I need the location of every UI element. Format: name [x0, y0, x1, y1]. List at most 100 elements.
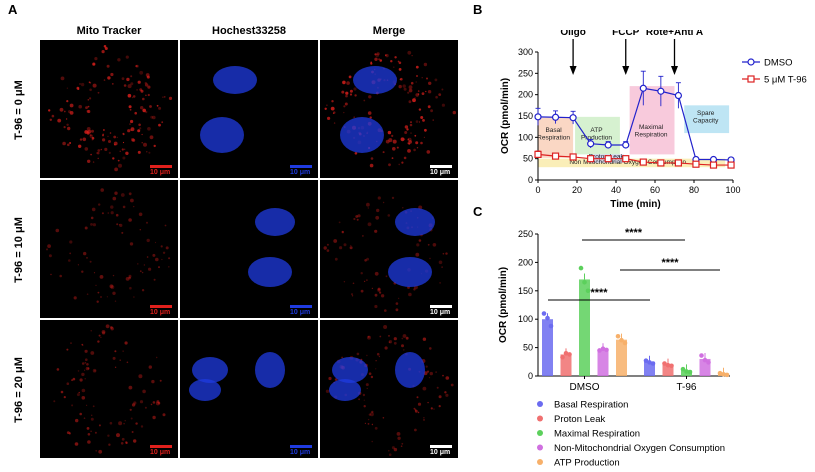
x-tick-label: 0 — [535, 185, 540, 195]
region-label: Maximal Respiration — [635, 124, 668, 139]
nucleus — [248, 257, 292, 287]
data-point — [569, 153, 577, 161]
arrow-head — [569, 66, 577, 75]
legend-label: Maximal Respiration — [554, 429, 640, 440]
region-label: Basal Respiration — [537, 127, 570, 142]
x-tick-label: DMSO — [570, 382, 600, 393]
legend-marker — [747, 75, 755, 83]
row-label-10: T-96 = 10 μM — [13, 217, 25, 283]
scale-bar-line — [150, 305, 172, 308]
micrograph-r2-c2: 10 μm — [320, 320, 458, 458]
legend-label: ATP Production — [554, 458, 620, 469]
nucleus — [353, 66, 397, 94]
data-point — [717, 370, 723, 376]
bar — [579, 279, 590, 376]
data-point — [597, 348, 602, 353]
y-tick-label: 150 — [518, 111, 533, 121]
scale-bar: 10 μm — [430, 165, 452, 176]
data-point — [551, 152, 560, 160]
y-tick-label: 100 — [518, 314, 533, 324]
x-tick-label: 20 — [572, 185, 582, 195]
micrograph-image — [53, 324, 166, 454]
bar — [616, 339, 627, 376]
micrograph-r0-c0: 10 μm — [40, 40, 178, 178]
y-tick-label: 100 — [518, 132, 533, 142]
ocr-bar-chart: 0 50 100 150 200 250 OCR (pmol/min) DMSO T-96 **… — [498, 227, 730, 469]
micrograph-r0-c2: 10 μm — [320, 40, 458, 178]
scale-bar: 10 μm — [150, 445, 172, 456]
data-point — [721, 371, 726, 377]
data-point — [674, 159, 682, 167]
data-point — [687, 369, 693, 375]
data-point — [604, 347, 609, 353]
injection-label: Rote+Anti A — [646, 30, 703, 38]
scale-bar: 10 μm — [290, 305, 312, 316]
legend-marker — [537, 444, 543, 451]
scale-bar: 10 μm — [150, 165, 172, 176]
scale-bar-label: 10 μm — [290, 449, 311, 456]
data-point — [541, 311, 547, 316]
scale-bar-label: 10 μm — [290, 169, 311, 176]
data-point — [706, 360, 711, 365]
data-point — [560, 354, 565, 360]
nucleus — [395, 352, 425, 388]
micrograph-image — [324, 50, 456, 168]
data-point — [534, 113, 542, 121]
y-tick-label: 50 — [523, 343, 533, 353]
data-point — [684, 369, 689, 374]
micrograph-image — [248, 208, 295, 287]
injection-label: Oligo — [560, 30, 586, 38]
micrograph-r1-c1: 10 μm — [180, 180, 318, 318]
data-point — [551, 113, 560, 121]
data-point — [587, 140, 595, 148]
arrow-head — [622, 66, 630, 75]
data-point — [727, 161, 735, 169]
nucleus — [189, 379, 221, 401]
nucleus — [255, 208, 295, 236]
data-point — [674, 91, 682, 100]
legend-marker — [537, 430, 543, 436]
data-point — [587, 155, 595, 163]
data-point — [604, 141, 612, 149]
scale-bar-label: 10 μm — [290, 309, 311, 316]
arrow-head — [671, 66, 678, 75]
scale-bar: 10 μm — [150, 305, 172, 316]
nucleus — [388, 257, 432, 287]
legend-label: Non-Mitochondrial Oxygen Consumption — [554, 443, 725, 454]
significance-label: **** — [661, 257, 679, 269]
scale-bar-label: 10 μm — [150, 169, 171, 176]
column-header-merge: Merge — [372, 25, 406, 37]
micrograph-r1-c2: 10 μm — [320, 180, 458, 318]
data-point — [639, 84, 647, 92]
data-point — [585, 288, 591, 294]
scale-bar-line — [430, 445, 452, 448]
legend-label: 5 μM T-96 — [764, 75, 807, 86]
data-point — [567, 352, 572, 357]
nucleus — [213, 66, 257, 94]
scale-bar: 10 μm — [290, 445, 312, 456]
panel-label-a: A — [8, 2, 18, 17]
significance-label: **** — [625, 227, 643, 239]
x-tick-label: 80 — [689, 185, 699, 195]
data-point — [569, 114, 577, 122]
nucleus — [200, 117, 244, 153]
micrograph-r2-c0: 10 μm — [40, 320, 178, 458]
x-tick-label: 60 — [650, 185, 660, 195]
data-point — [534, 150, 542, 159]
scale-bar-label: 10 μm — [430, 309, 451, 316]
region-box — [684, 105, 730, 134]
region-label: Spare Capacity — [693, 110, 719, 125]
data-point — [692, 160, 700, 168]
significance-label: **** — [590, 287, 608, 299]
y-axis-label: OCR (pmol/min) — [498, 267, 509, 343]
data-point — [699, 353, 704, 358]
y-tick-label: 0 — [528, 175, 533, 185]
legend-marker — [537, 459, 543, 465]
bar — [699, 358, 711, 376]
y-tick-label: 0 — [528, 371, 533, 381]
data-point — [665, 362, 671, 368]
scale-bar-line — [290, 305, 312, 308]
bar — [542, 319, 553, 376]
nucleus — [329, 379, 361, 401]
legend-label: DMSO — [764, 58, 793, 69]
